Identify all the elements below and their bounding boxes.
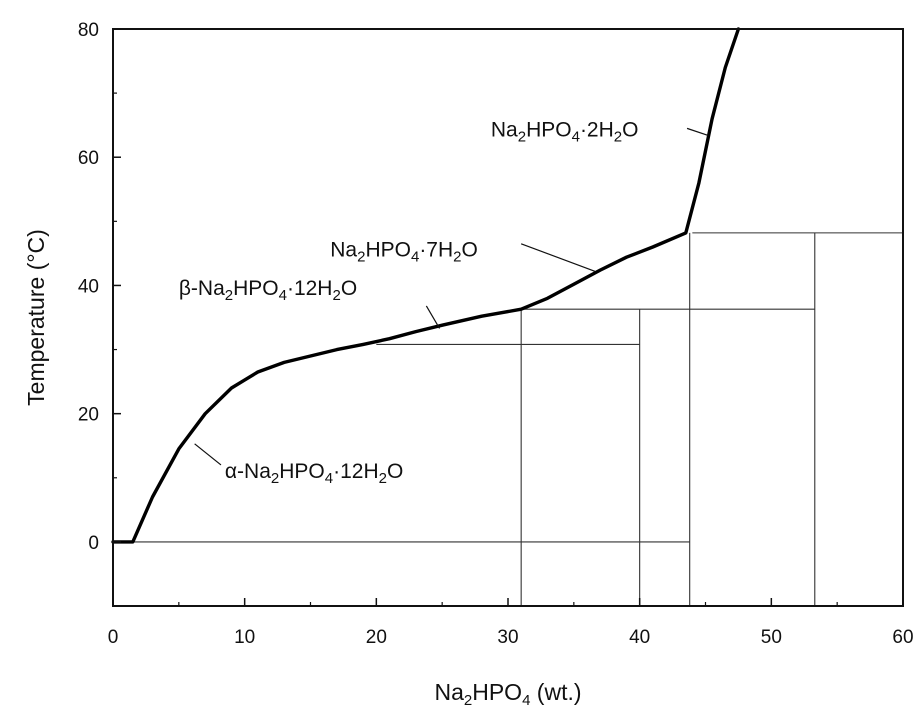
solubility-curve — [111, 27, 741, 544]
annotation-alpha-dodecahydrate: α-Na2HPO4·12H2O — [194, 443, 403, 487]
annotation-pointer — [425, 305, 441, 329]
annotation-label: β-Na2HPO4·12H2O — [179, 277, 357, 304]
y-tick-label: 40 — [78, 276, 99, 297]
solubility-curve-layer — [111, 27, 741, 544]
x-tick-label: 40 — [629, 627, 650, 648]
annotation-beta-dodecahydrate: β-Na2HPO4·12H2O — [179, 277, 441, 329]
annotation-label: α-Na2HPO4·12H2O — [225, 460, 403, 487]
annotation-heptahydrate: Na2HPO4·7H2O — [330, 239, 596, 272]
y-tick-label: 0 — [88, 533, 99, 554]
x-tick-label: 0 — [108, 627, 119, 648]
x-tick-label: 60 — [892, 627, 913, 648]
annotation-pointer — [520, 243, 596, 272]
y-tick-label: 20 — [78, 405, 99, 426]
y-axis-ticks: 0 20 40 60 80 — [78, 20, 121, 607]
annotation-dihydrate: Na2HPO4·2H2O — [491, 119, 709, 146]
y-axis-title: Temperature (°C) — [23, 229, 49, 406]
y-tick-label: 80 — [78, 20, 99, 41]
x-tick-label: 20 — [366, 627, 387, 648]
x-tick-label: 50 — [761, 627, 782, 648]
plot-frame — [112, 28, 904, 607]
phase-boundary-lines — [113, 232, 903, 606]
x-axis-ticks: 0 10 20 30 40 50 60 — [108, 598, 914, 648]
annotation-label: Na2HPO4·7H2O — [330, 239, 478, 266]
annotations: α-Na2HPO4·12H2O β-Na2HPO4·12H2O Na2HPO4·7H… — [179, 119, 709, 487]
annotation-label: Na2HPO4·2H2O — [491, 119, 639, 146]
x-tick-label: 30 — [497, 627, 518, 648]
x-tick-label: 10 — [234, 627, 255, 648]
y-tick-label: 60 — [78, 148, 99, 169]
annotation-pointer — [194, 443, 222, 466]
x-axis-title: Na2HPO4 (wt.) — [434, 679, 581, 709]
annotation-pointer — [686, 127, 709, 136]
